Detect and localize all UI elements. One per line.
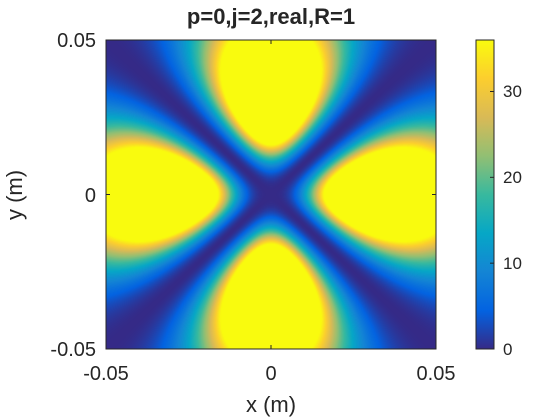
heatmap-image [106,40,436,349]
x-tick-label-2: 0 [265,363,276,385]
y-tick-marks [106,39,436,350]
x-tick-label-3: 0.05 [417,363,456,385]
colorbar-tick-marks [490,91,494,350]
y-tick-label-2: 0 [85,185,96,207]
colorbar-tick-label-0: 0 [503,340,512,359]
colorbar-tick-label-20: 20 [503,168,522,187]
x-tick-label-1: -0.05 [83,363,129,385]
y-tick-label-3: -0.05 [50,339,96,361]
x-axis-label: x (m) [246,392,296,417]
colorbar: 0 10 20 30 [475,39,522,359]
y-tick-label-1: 0.05 [57,30,96,52]
y-axis-label: y (m) [2,170,27,220]
colorbar-gradient [475,39,495,350]
chart-title: p=0,j=2,real,R=1 [187,4,355,29]
colorbar-tick-label-30: 30 [503,82,522,101]
colorbar-tick-label-10: 10 [503,254,522,273]
x-tick-marks [105,40,437,349]
plot-area [105,39,437,350]
